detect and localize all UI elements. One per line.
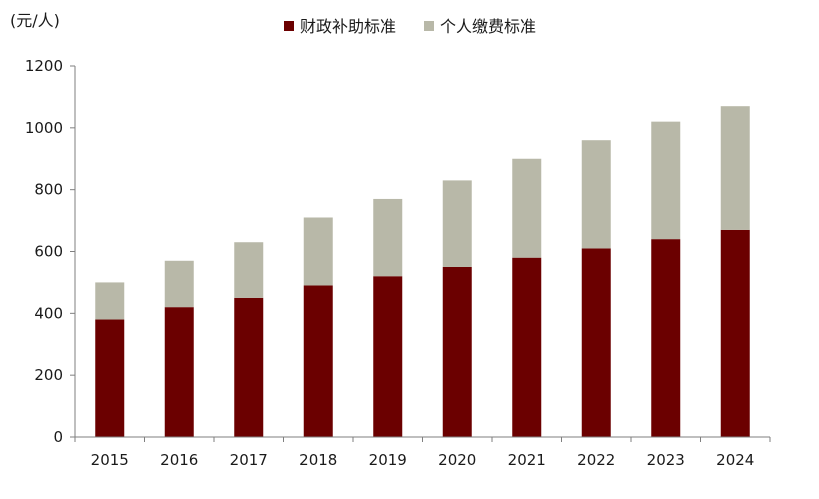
x-tick-label: 2019: [369, 451, 407, 469]
bar-contribution-2024: [720, 106, 750, 230]
bar-contribution-2018: [303, 217, 333, 286]
legend-swatch-contribution: [424, 21, 434, 31]
y-tick-label: 600: [34, 243, 63, 261]
bar-contribution-2020: [442, 180, 472, 267]
bar-contribution-2016: [164, 260, 194, 308]
x-tick-label: 2024: [716, 451, 754, 469]
bar-subsidy-2024: [720, 229, 750, 437]
bar-contribution-2021: [512, 158, 542, 258]
x-axis-ticks: 2015 2016 2017 2018 2019 2020 2021 2022 2023 2024: [74, 437, 771, 469]
bar-contribution-2023: [651, 121, 681, 240]
y-tick-label: 0: [53, 428, 63, 446]
x-tick-label: 2020: [438, 451, 476, 469]
bar-subsidy-2019: [373, 276, 403, 437]
bar-subsidy-2017: [234, 297, 264, 437]
y-axis-unit-label: (元/人): [10, 11, 60, 30]
y-axis-ticks: 0 200 400 600 800 1000 1200: [25, 57, 75, 446]
bar-contribution-2022: [581, 140, 611, 249]
y-tick-label: 400: [34, 304, 63, 322]
legend-label-contribution: 个人缴费标准: [440, 17, 536, 36]
bar-subsidy-2018: [303, 285, 333, 437]
bars: [95, 106, 750, 437]
x-tick-label: 2021: [508, 451, 546, 469]
x-tick-label: 2015: [91, 451, 129, 469]
y-tick-label: 1200: [25, 57, 63, 75]
bar-contribution-2019: [373, 198, 403, 277]
bar-subsidy-2021: [512, 257, 542, 437]
bar-subsidy-2020: [442, 266, 472, 437]
x-tick-label: 2017: [230, 451, 268, 469]
x-tick-label: 2016: [160, 451, 198, 469]
bar-subsidy-2023: [651, 239, 681, 437]
legend-label-subsidy: 财政补助标准: [300, 17, 396, 36]
legend: 财政补助标准 个人缴费标准: [284, 17, 536, 36]
x-tick-label: 2022: [577, 451, 615, 469]
bar-contribution-2015: [95, 282, 125, 320]
y-tick-label: 800: [34, 181, 63, 199]
bar-subsidy-2016: [164, 307, 194, 437]
y-tick-label: 200: [34, 366, 63, 384]
bar-subsidy-2015: [95, 319, 125, 437]
bar-contribution-2017: [234, 242, 264, 298]
y-tick-label: 1000: [25, 119, 63, 137]
x-tick-label: 2018: [299, 451, 337, 469]
bar-subsidy-2022: [581, 248, 611, 437]
legend-swatch-subsidy: [284, 21, 294, 31]
x-tick-label: 2023: [647, 451, 685, 469]
